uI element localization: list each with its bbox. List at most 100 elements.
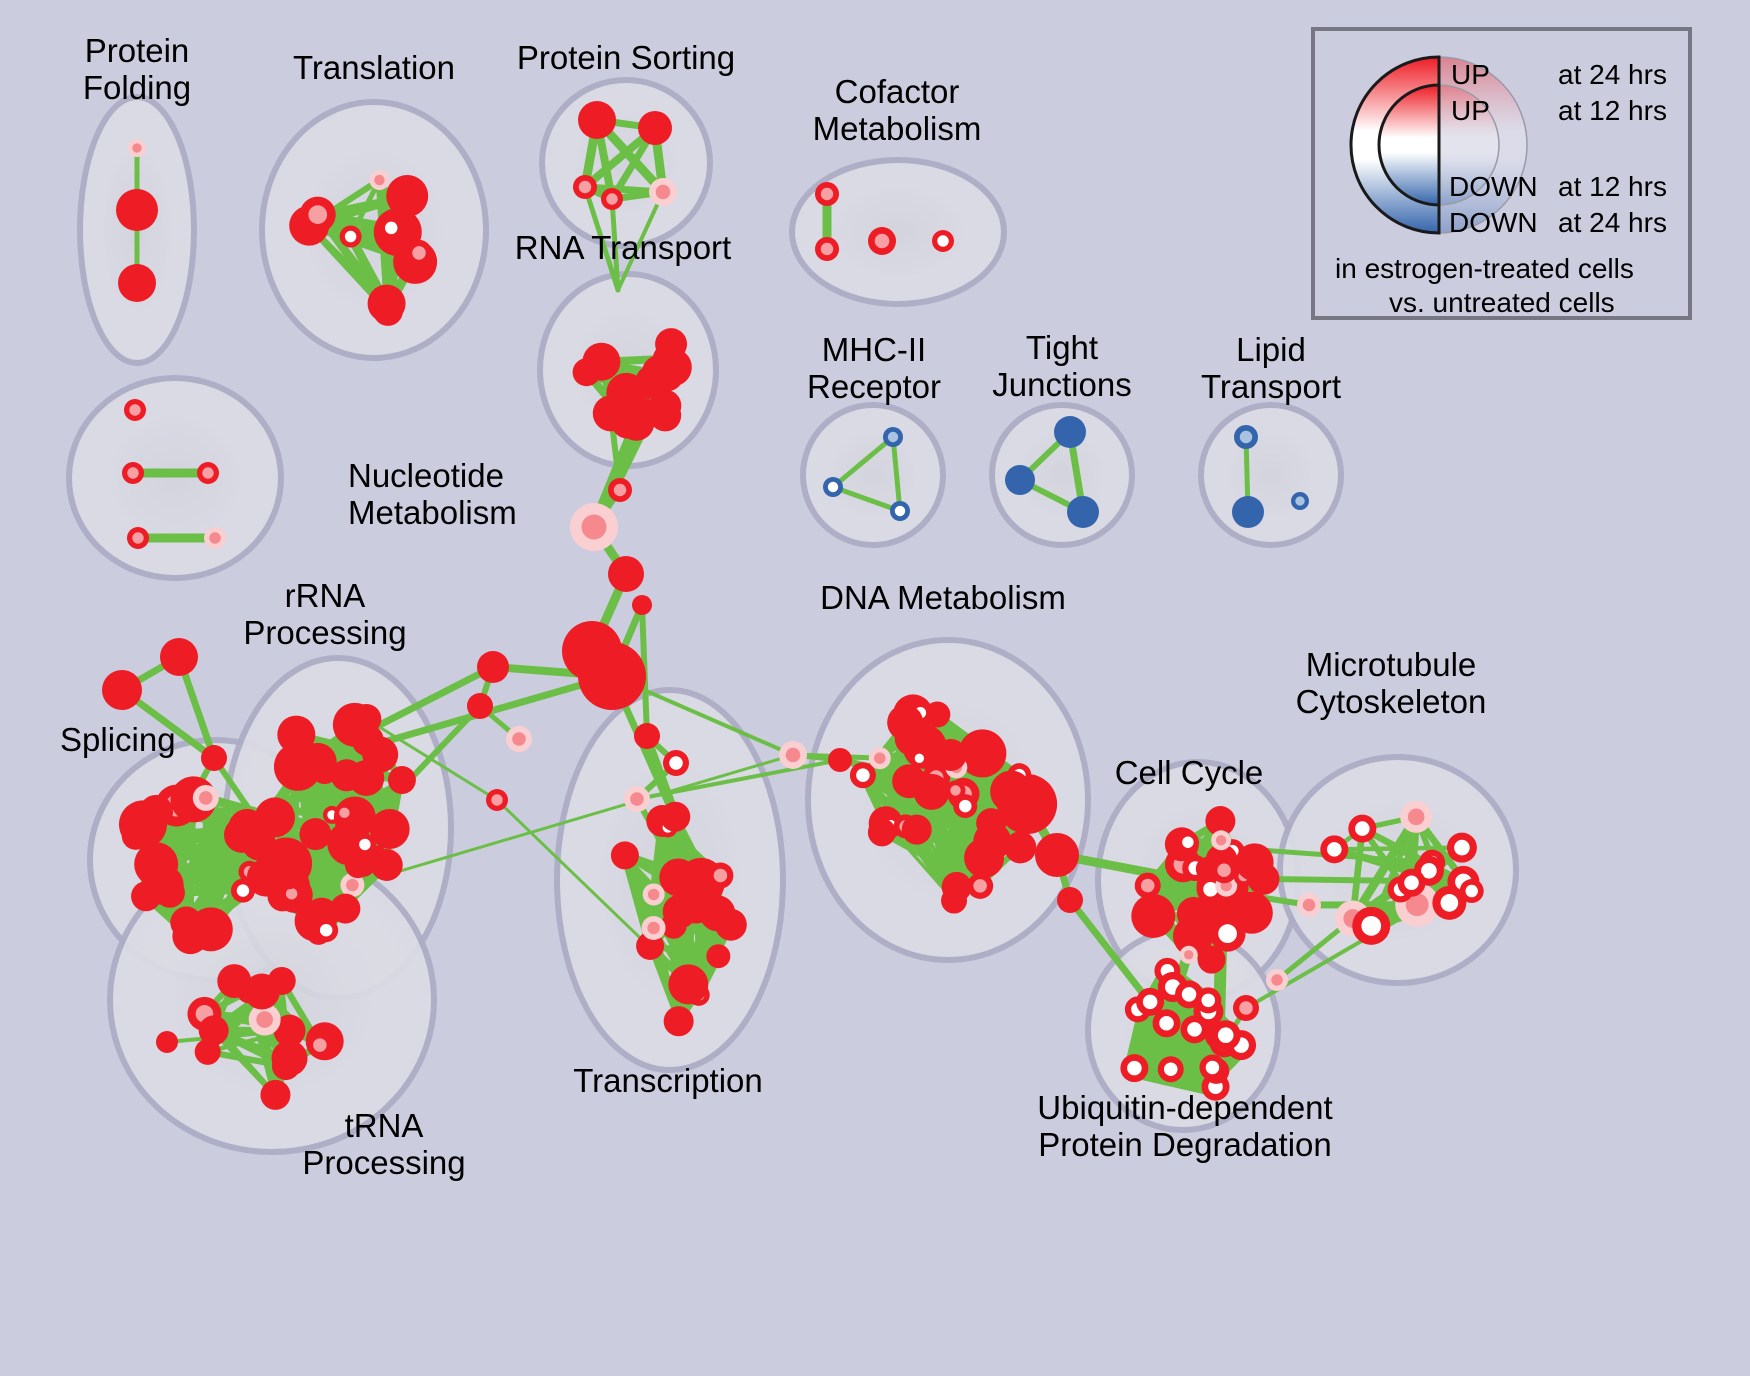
- network-node[interactable]: [578, 101, 616, 139]
- network-node[interactable]: [241, 826, 276, 861]
- network-node[interactable]: [271, 1052, 300, 1081]
- network-node[interactable]: [139, 794, 174, 829]
- network-node[interactable]: [714, 908, 747, 941]
- network-node[interactable]: [635, 364, 670, 399]
- network-node[interactable]: [1004, 831, 1037, 864]
- network-node-core: [319, 923, 333, 937]
- network-node[interactable]: [118, 264, 156, 302]
- network-node[interactable]: [217, 964, 252, 999]
- network-node-core: [613, 483, 627, 497]
- cluster-label-rrna-processing: rRNA Processing: [243, 577, 407, 651]
- network-node[interactable]: [608, 556, 644, 592]
- network-node[interactable]: [706, 944, 731, 969]
- network-node[interactable]: [467, 693, 493, 719]
- legend-time-3: at 24 hrs: [1558, 207, 1667, 238]
- network-node[interactable]: [372, 295, 403, 326]
- network-node[interactable]: [1235, 843, 1274, 882]
- network-node[interactable]: [610, 841, 639, 870]
- network-node-core: [202, 467, 214, 479]
- network-node[interactable]: [1057, 887, 1083, 913]
- network-node[interactable]: [362, 736, 399, 773]
- network-node-core: [1205, 1060, 1220, 1075]
- network-node[interactable]: [1197, 945, 1226, 974]
- network-node[interactable]: [387, 766, 416, 795]
- network-node[interactable]: [332, 702, 377, 747]
- cluster-label-trna-processing: tRNA Processing: [302, 1107, 466, 1181]
- network-node[interactable]: [330, 893, 361, 924]
- network-edge: [890, 434, 903, 514]
- cluster-label-transcription: Transcription: [573, 1062, 763, 1099]
- network-node-core: [959, 799, 972, 813]
- network-nodes: [102, 101, 1484, 1110]
- network-node[interactable]: [1232, 496, 1264, 528]
- network-node[interactable]: [626, 397, 659, 430]
- network-node[interactable]: [330, 759, 363, 792]
- network-node[interactable]: [867, 818, 896, 847]
- network-node[interactable]: [924, 701, 951, 728]
- network-node[interactable]: [934, 738, 967, 771]
- network-node[interactable]: [188, 907, 233, 952]
- network-node[interactable]: [828, 748, 852, 772]
- network-node-core: [412, 246, 426, 260]
- network-node[interactable]: [634, 723, 660, 749]
- network-node[interactable]: [160, 638, 198, 676]
- network-node[interactable]: [198, 1015, 229, 1046]
- network-node[interactable]: [1035, 833, 1079, 877]
- network-node[interactable]: [140, 860, 169, 889]
- network-node[interactable]: [102, 670, 142, 710]
- network-node[interactable]: [990, 770, 1033, 813]
- network-node[interactable]: [638, 111, 672, 145]
- network-node[interactable]: [344, 852, 371, 879]
- network-node-core: [374, 174, 385, 186]
- network-node[interactable]: [958, 729, 1007, 778]
- network-node[interactable]: [578, 642, 646, 710]
- network-node[interactable]: [156, 1031, 178, 1053]
- network-node[interactable]: [121, 821, 150, 850]
- network-node[interactable]: [1131, 893, 1176, 938]
- network-node[interactable]: [1205, 806, 1236, 837]
- network-node[interactable]: [973, 822, 1012, 861]
- network-node-core: [132, 532, 144, 544]
- cluster-label-protein-sorting: Protein Sorting: [516, 39, 736, 76]
- network-node[interactable]: [941, 887, 968, 914]
- network-node[interactable]: [246, 858, 285, 897]
- network-node[interactable]: [1054, 416, 1086, 448]
- network-node-core: [1407, 808, 1425, 826]
- network-node-core: [887, 431, 899, 443]
- legend-caption-line1: in estrogen-treated cells: [1335, 253, 1634, 284]
- network-node[interactable]: [298, 742, 337, 781]
- network-edge: [635, 758, 842, 801]
- network-node[interactable]: [131, 881, 162, 912]
- network-node[interactable]: [887, 704, 924, 741]
- network-node[interactable]: [663, 1006, 694, 1037]
- network-node[interactable]: [273, 1014, 306, 1047]
- network-node[interactable]: [572, 358, 601, 387]
- network-node[interactable]: [201, 745, 227, 771]
- network-node[interactable]: [370, 848, 403, 881]
- network-node[interactable]: [267, 966, 296, 995]
- network-node[interactable]: [632, 595, 652, 615]
- network-node[interactable]: [1241, 901, 1272, 932]
- network-edge: [609, 196, 621, 293]
- network-node[interactable]: [260, 1079, 291, 1110]
- network-node[interactable]: [1005, 465, 1035, 495]
- network-node[interactable]: [116, 189, 158, 231]
- network-node[interactable]: [369, 809, 410, 850]
- network-node[interactable]: [277, 715, 316, 754]
- network-node[interactable]: [892, 764, 927, 799]
- network-node[interactable]: [680, 880, 717, 917]
- legend-node-diagram: [1349, 55, 1528, 235]
- network-node[interactable]: [1067, 496, 1099, 528]
- network-node[interactable]: [1176, 896, 1211, 931]
- network-node[interactable]: [386, 175, 429, 218]
- network-node-core: [820, 187, 834, 201]
- cluster-label-cofactor-metabolism: Cofactor Metabolism: [812, 73, 982, 147]
- network-node[interactable]: [901, 814, 932, 845]
- cluster-label-mhc-ii-receptor: MHC-II Receptor: [807, 331, 941, 405]
- network-node[interactable]: [299, 818, 332, 851]
- network-node[interactable]: [660, 801, 691, 832]
- network-node[interactable]: [668, 964, 709, 1005]
- network-node-core: [1140, 878, 1155, 893]
- network-node-core: [1163, 1062, 1178, 1076]
- network-node[interactable]: [477, 651, 509, 683]
